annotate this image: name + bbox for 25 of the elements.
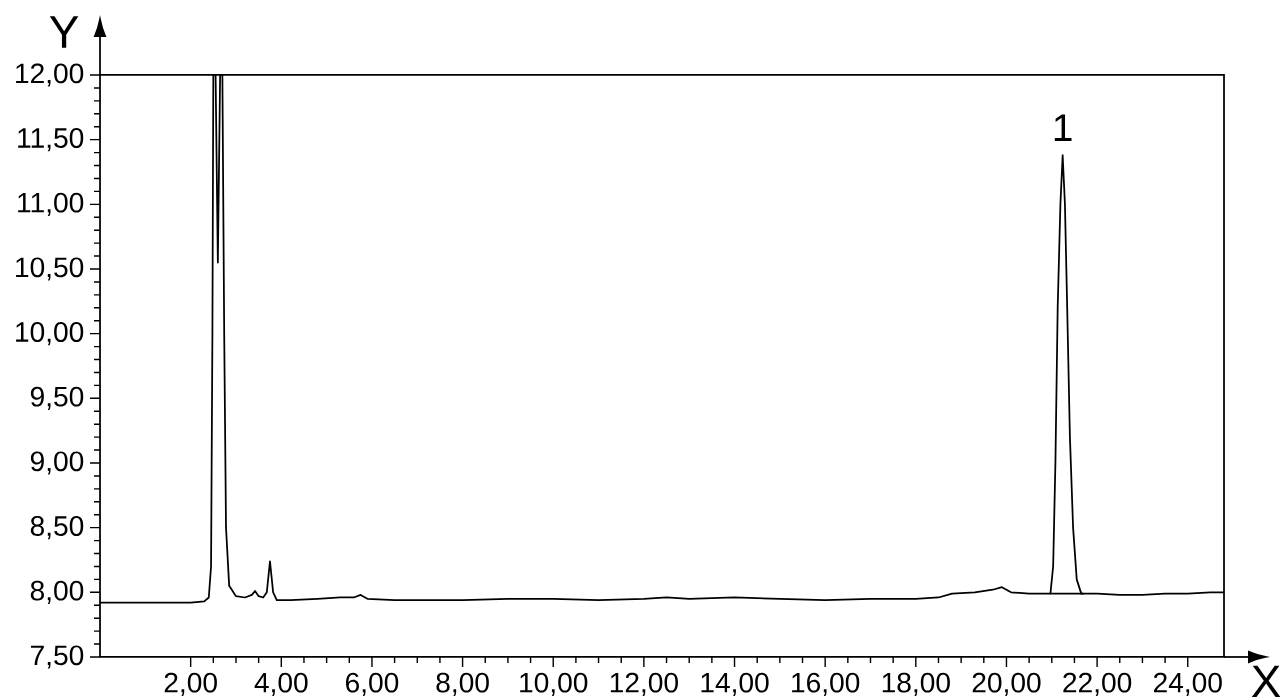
y-tick-label: 10,00	[16, 322, 84, 346]
x-axis-title: X	[1251, 665, 1281, 698]
x-tick-label: 6,00	[346, 672, 399, 696]
x-tick-label: 2,00	[164, 672, 217, 696]
y-axis-title: Y	[49, 16, 79, 48]
y-tick-label: 7,50	[31, 645, 84, 669]
x-tick-label: 12,00	[610, 672, 678, 696]
y-tick-label: 11,00	[18, 192, 84, 216]
x-tick-label: 24,00	[1154, 672, 1222, 696]
x-tick-label: 10,00	[520, 672, 588, 696]
x-tick-label: 22,00	[1063, 672, 1132, 696]
x-tick-label: 16,00	[792, 672, 860, 696]
annotation: 1	[1054, 114, 1072, 141]
x-tick-label: 4,00	[254, 672, 308, 696]
y-tick-label: 10,50	[16, 257, 84, 281]
x-tick-label: 20,00	[972, 672, 1041, 696]
y-tick-label: 12,00	[16, 63, 84, 87]
y-tick-label: 8,00	[30, 580, 84, 604]
y-tick-label: 11,50	[18, 128, 84, 152]
y-tick-label: 9,50	[30, 386, 84, 410]
x-tick-label: 8,00	[436, 672, 489, 696]
x-tick-label: 18,00	[882, 672, 950, 696]
y-tick-label: 8,50	[30, 516, 84, 540]
x-tick-label: 14,00	[701, 672, 769, 696]
y-tick-label: 9,00	[30, 451, 84, 475]
